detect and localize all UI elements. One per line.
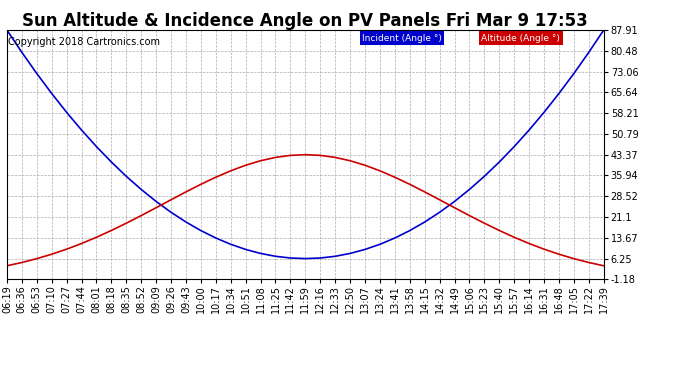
Title: Sun Altitude & Incidence Angle on PV Panels Fri Mar 9 17:53: Sun Altitude & Incidence Angle on PV Pan… xyxy=(23,12,588,30)
Text: Altitude (Angle °): Altitude (Angle °) xyxy=(482,34,560,43)
Text: Incident (Angle °): Incident (Angle °) xyxy=(362,34,442,43)
Text: Copyright 2018 Cartronics.com: Copyright 2018 Cartronics.com xyxy=(8,38,160,48)
